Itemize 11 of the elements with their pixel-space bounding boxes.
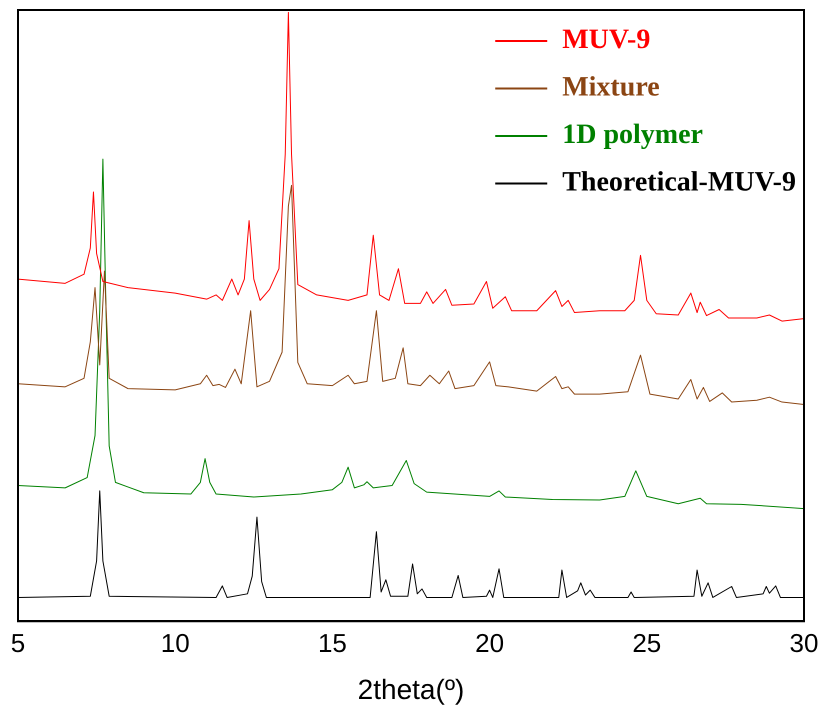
x-tick-label: 30 bbox=[790, 628, 818, 658]
x-tick-label: 5 bbox=[10, 628, 26, 658]
x-tick-label: 15 bbox=[318, 628, 347, 658]
x-tick-label: 10 bbox=[160, 628, 190, 658]
x-axis-title: 2theta(º) bbox=[358, 674, 464, 705]
legend-label: Mixture bbox=[562, 72, 660, 103]
legend-label: MUV-9 bbox=[562, 24, 650, 56]
x-tick-label: 20 bbox=[475, 628, 504, 658]
x-tick-label: 25 bbox=[632, 628, 662, 658]
legend-label: Theoretical-MUV-9 bbox=[562, 166, 796, 198]
legend-label: 1D polymer bbox=[562, 119, 703, 150]
